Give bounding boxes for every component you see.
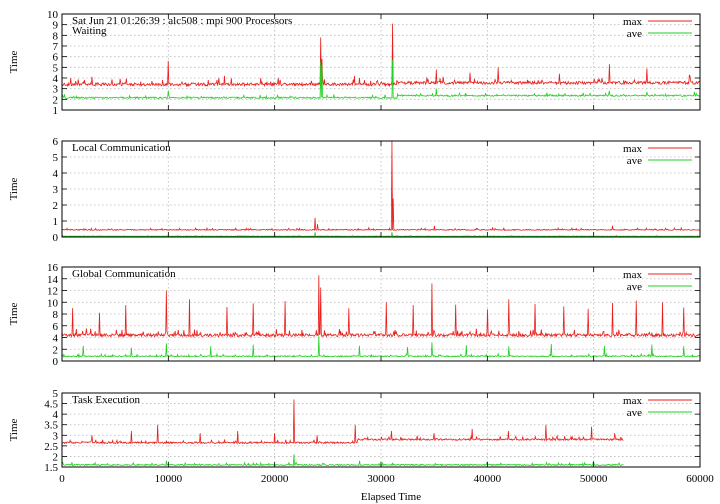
series-line-max (61, 275, 701, 339)
legend-label-max: max (623, 269, 642, 281)
y-tick-label: 12 (47, 286, 58, 298)
y-tick-label: 2 (53, 200, 59, 212)
legend-label-ave: ave (627, 407, 642, 419)
y-tick-label: 3 (53, 430, 59, 442)
y-tick-label: 1 (53, 216, 59, 228)
y-tick-label: 3 (53, 184, 59, 196)
panel-title: Sat Jun 21 01:26:39 : alc508 : mpi 900 P… (72, 15, 292, 27)
y-tick-label: 10 (47, 297, 59, 309)
y-tick-label: 4 (53, 409, 59, 421)
y-tick-label: 5 (53, 62, 59, 74)
series-line-ave (61, 454, 624, 467)
y-tick-label: 3 (53, 84, 59, 96)
y-tick-label: 4.5 (44, 399, 58, 411)
series-line-ave (61, 59, 701, 100)
y-tick-label: 2.5 (44, 441, 58, 453)
x-tick-label: 20000 (261, 473, 289, 485)
y-tick-label: 4 (53, 73, 59, 85)
x-tick-label: 60000 (686, 473, 714, 485)
series-line-max (61, 23, 701, 88)
y-axis-label: Time (8, 50, 20, 73)
y-tick-label: 2 (53, 451, 59, 463)
y-tick-label: 8 (53, 309, 59, 321)
legend-label-max: max (623, 143, 642, 155)
y-tick-label: 2 (53, 94, 59, 106)
x-tick-label: 40000 (474, 473, 502, 485)
legend-label-max: max (623, 395, 642, 407)
y-tick-label: 2 (53, 344, 59, 356)
panel-title: Global Communication (72, 268, 176, 280)
y-tick-label: 4 (53, 168, 59, 180)
y-tick-label: 0 (53, 232, 59, 244)
y-tick-label: 10 (47, 9, 59, 21)
y-tick-label: 5 (53, 388, 59, 400)
panel-title: Local Communication (72, 142, 171, 154)
y-tick-label: 1.5 (44, 462, 58, 474)
y-tick-label: 7 (53, 41, 59, 53)
y-tick-label: 8 (53, 30, 59, 42)
y-tick-label: 5 (53, 152, 59, 164)
legend-label-ave: ave (627, 281, 642, 293)
legend-label-ave: ave (627, 28, 642, 40)
legend-label-ave: ave (627, 155, 642, 167)
x-tick-label: 30000 (367, 473, 395, 485)
y-tick-label: 16 (47, 262, 59, 274)
x-tick-label: 0 (59, 473, 65, 485)
series-line-max (61, 140, 701, 232)
x-tick-label: 50000 (580, 473, 608, 485)
x-tick-label: 10000 (155, 473, 183, 485)
legend-label-max: max (623, 16, 642, 28)
y-axis-label: Time (8, 302, 20, 325)
y-tick-label: 6 (53, 136, 59, 148)
y-tick-label: 1 (53, 105, 59, 117)
y-tick-label: 0 (53, 356, 59, 368)
panel-subtitle: Waiting (72, 25, 107, 37)
series-line-max (61, 399, 624, 445)
y-tick-label: 9 (53, 20, 59, 32)
y-axis-label: Time (8, 177, 20, 200)
y-axis-label: Time (8, 418, 20, 441)
y-tick-label: 3.5 (44, 420, 58, 432)
y-tick-label: 14 (47, 274, 59, 286)
chart-panel-4: 1.522.533.544.55 0 10000 20000 30000 40000 500… (8, 388, 714, 503)
x-axis-label: Elapsed Time (361, 491, 421, 503)
panel-title: Task Execution (72, 394, 140, 406)
y-tick-label: 6 (53, 321, 59, 333)
y-tick-label: 6 (53, 52, 59, 64)
y-tick-label: 4 (53, 333, 59, 345)
